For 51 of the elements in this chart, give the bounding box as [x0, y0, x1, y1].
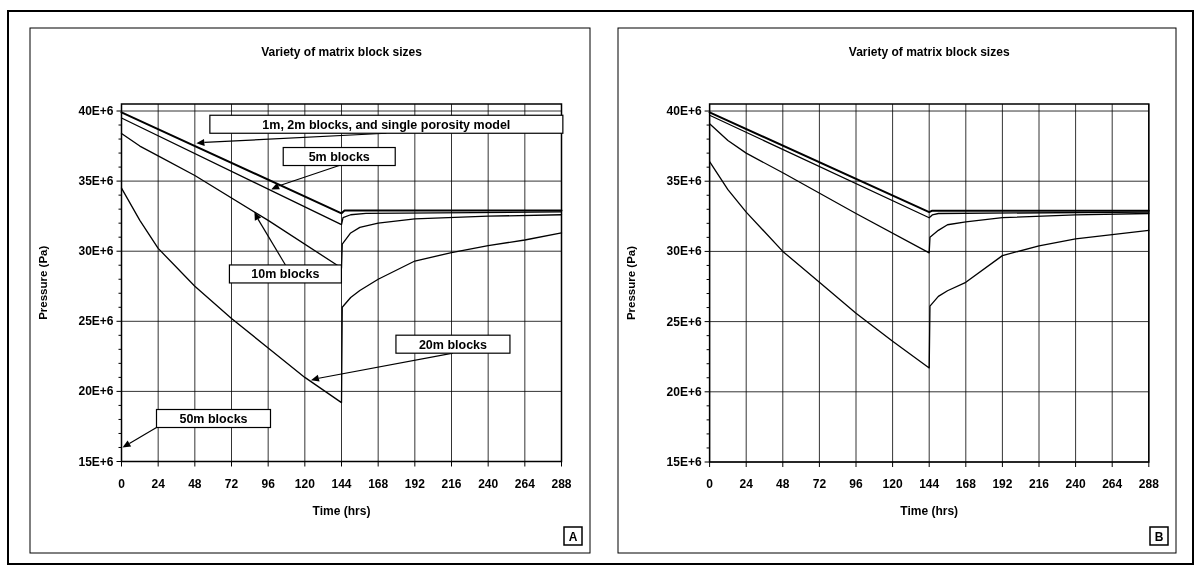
x-axis-title: Time (hrs) [900, 504, 959, 518]
x-tick-label: 288 [1138, 477, 1160, 491]
x-tick-label: 24 [739, 477, 754, 491]
x-tick-label: 192 [992, 477, 1013, 491]
x-tick-label: 96 [261, 476, 276, 491]
x-tick-label: 264 [1102, 477, 1123, 491]
y-axis-title: Pressure (Pa) [36, 245, 49, 320]
chart-title: Variety of matrix block sizes [261, 45, 423, 59]
text: A [568, 529, 578, 544]
y-tick-label: 25E+6 [78, 314, 114, 329]
annotation: 1m, 2m blocks, and single porosity model [262, 117, 511, 132]
x-tick-label: 0 [118, 476, 126, 491]
x-tick-label: 216 [1028, 477, 1050, 491]
y-tick-label: 35E+6 [78, 174, 114, 189]
y-tick-label: 40E+6 [666, 104, 702, 119]
annotation: 5m blocks [308, 150, 370, 165]
x-tick-label: 96 [849, 477, 863, 491]
x-tick-label: 48 [188, 476, 202, 491]
x-tick-label: 168 [368, 476, 389, 491]
y-tick-label: 15E+6 [78, 454, 114, 469]
x-axis-title: Time (hrs) [312, 503, 371, 518]
annotation: 50m blocks [179, 412, 248, 426]
x-tick-label: 120 [294, 476, 316, 491]
y-tick-label: 30E+6 [78, 244, 114, 259]
x-tick-label: 0 [706, 477, 714, 491]
y-tick-label: 35E+6 [666, 174, 702, 189]
y-tick-label: 15E+6 [666, 455, 702, 469]
y-tick-label: 25E+6 [666, 314, 702, 329]
annotation: 10m blocks [251, 267, 320, 282]
chart-title: Variety of matrix block sizes [848, 45, 1010, 59]
x-tick-label: 240 [478, 476, 499, 491]
x-tick-label: 72 [224, 476, 239, 491]
x-tick-label: 216 [441, 476, 462, 491]
x-tick-label: 264 [514, 476, 536, 491]
y-tick-label: 40E+6 [78, 104, 114, 119]
x-tick-label: 144 [919, 477, 940, 491]
annotation: 20m blocks [418, 337, 488, 352]
x-tick-label: 192 [404, 476, 426, 491]
x-tick-label: 120 [882, 477, 903, 491]
x-tick-label: 144 [331, 476, 352, 491]
y-axis-title: Pressure (Pa) [624, 245, 637, 321]
y-tick-label: 20E+6 [666, 384, 702, 399]
y-tick-label: 30E+6 [666, 244, 702, 259]
x-tick-label: 24 [151, 476, 166, 491]
y-tick-label: 20E+6 [78, 384, 114, 399]
x-tick-label: 240 [1065, 477, 1086, 491]
x-tick-label: 48 [776, 477, 790, 491]
x-tick-label: 72 [812, 477, 827, 491]
x-tick-label: 168 [955, 477, 977, 491]
text: B [1154, 529, 1164, 544]
x-tick-label: 288 [551, 476, 572, 491]
